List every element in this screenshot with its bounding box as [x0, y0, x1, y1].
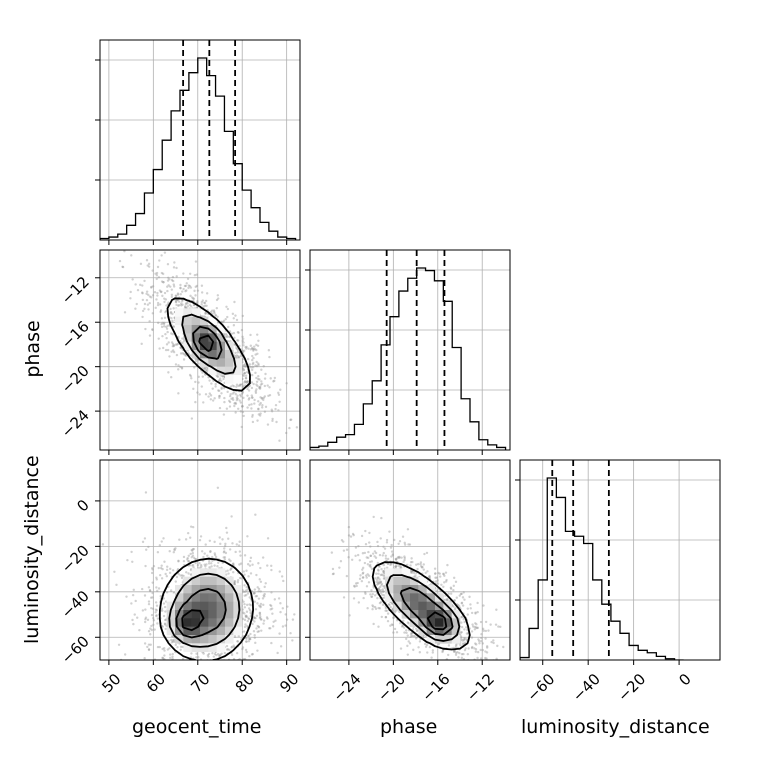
ylabel-phase: phase — [22, 320, 44, 378]
ytick-label-phase-3: −12 — [58, 273, 93, 308]
ytick-label-phase-2: −16 — [58, 317, 93, 352]
panel-frame — [519, 459, 721, 661]
grid — [100, 40, 300, 240]
panel-frame — [99, 249, 301, 451]
xtick-label-luminosity_distance-3: 0 — [675, 670, 694, 689]
ytick-label-luminosity_distance-2: −20 — [58, 541, 93, 576]
panel-frame — [99, 459, 301, 661]
panel-luminosity_distance-luminosity_distance — [515, 459, 721, 661]
xtick-label-geocent_time-3: 80 — [232, 670, 258, 696]
ytick-label-luminosity_distance-0: −60 — [58, 632, 93, 667]
xtick-label-geocent_time-1: 60 — [143, 670, 169, 696]
xtick-label-geocent_time-0: 50 — [98, 670, 124, 696]
ytick-label-luminosity_distance-3: 0 — [73, 496, 92, 515]
grid — [310, 460, 510, 660]
density-contours — [166, 297, 251, 392]
xtick-label-geocent_time-2: 70 — [187, 670, 213, 696]
histogram-phase — [310, 267, 507, 450]
panel-frame — [309, 249, 511, 451]
xtick-label-geocent_time-4: 90 — [276, 670, 302, 696]
panel-frame — [309, 459, 511, 661]
histogram-luminosity_distance — [520, 477, 684, 660]
ylabel-luminosity-distance: luminosity_distance — [21, 455, 43, 644]
xlabel-geocent-time: geocent_time — [132, 716, 262, 738]
xlabel-luminosity-distance: luminosity_distance — [521, 716, 710, 738]
xlabel-phase: phase — [380, 716, 438, 738]
ytick-label-phase-1: −20 — [58, 362, 93, 397]
xtick-label-luminosity_distance-2: −20 — [614, 670, 649, 705]
panel-phase-phase — [305, 249, 511, 451]
density-contours — [371, 561, 471, 651]
panel-phase-geocent_time — [99, 249, 301, 451]
xtick-label-luminosity_distance-1: −40 — [569, 670, 604, 705]
panel-luminosity_distance-geocent_time — [99, 459, 301, 661]
grid — [310, 250, 510, 450]
xtick-label-phase-0: −24 — [330, 670, 365, 705]
panel-luminosity_distance-phase — [309, 459, 511, 661]
panel-geocent_time-geocent_time — [95, 39, 301, 241]
ytick-label-phase-0: −24 — [58, 406, 93, 441]
histogram-geocent_time — [100, 57, 297, 240]
xtick-label-phase-1: −20 — [374, 670, 409, 705]
grid — [520, 460, 720, 660]
xtick-label-luminosity_distance-0: −60 — [523, 670, 558, 705]
xtick-label-phase-3: −12 — [463, 670, 498, 705]
xtick-label-phase-2: −16 — [418, 670, 453, 705]
density-contours — [158, 557, 254, 660]
ytick-label-luminosity_distance-1: −40 — [58, 587, 93, 622]
panel-frame — [99, 39, 301, 241]
